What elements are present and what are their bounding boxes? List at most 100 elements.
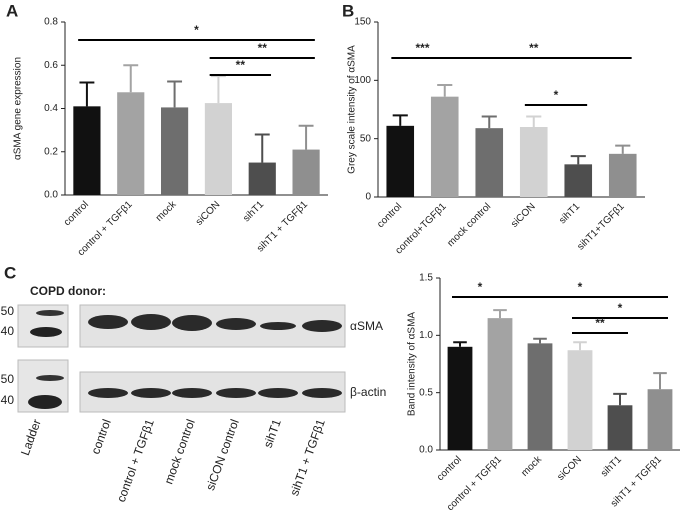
y-tick-label: 1.5 — [419, 273, 433, 284]
bar — [519, 127, 548, 197]
bar — [647, 389, 673, 450]
ladder-band — [36, 375, 64, 381]
significance-label: * — [478, 280, 483, 294]
lane-label: sihT1 — [261, 417, 284, 450]
y-axis-label: Grey scale intensity of αSMA — [347, 45, 358, 174]
x-tick-label: sihT1+TGFβ1 — [575, 201, 627, 253]
blot — [17, 304, 346, 413]
significance-label: * — [618, 301, 623, 315]
error-bar — [123, 64, 139, 93]
panel-label: A — [6, 1, 18, 20]
bar — [608, 153, 637, 197]
x-tick-label: sihT1 — [241, 199, 266, 224]
bar — [607, 405, 633, 450]
bar — [567, 350, 593, 450]
band — [172, 388, 212, 398]
lane-label: Ladder — [18, 417, 44, 457]
error-bar — [493, 309, 507, 319]
bar — [487, 318, 513, 450]
lane-label: siCON control — [203, 417, 242, 492]
lane-label: control — [88, 417, 113, 456]
x-tick-label: mock — [519, 454, 544, 479]
error-bar — [615, 144, 631, 154]
x-tick-label: sihT1 — [599, 454, 624, 479]
error-bar — [298, 124, 314, 150]
error-bar — [392, 114, 408, 126]
marker-label: 40 — [1, 393, 15, 407]
y-tick-label: 0.0 — [44, 190, 58, 201]
band — [88, 388, 128, 398]
bar — [430, 96, 459, 197]
error-bar — [254, 133, 270, 163]
y-axis-label: αSMA gene expression — [13, 57, 24, 160]
bar — [248, 162, 276, 195]
band — [88, 315, 128, 329]
row-label: β-actin — [350, 385, 386, 399]
y-tick-label: 50 — [360, 133, 372, 144]
y-tick-label: 0.5 — [419, 387, 433, 398]
band — [131, 388, 171, 398]
error-bar — [79, 81, 95, 107]
significance-label: ** — [258, 41, 268, 55]
significance-label: ** — [595, 316, 605, 330]
ladder-band — [28, 395, 62, 409]
bar — [386, 125, 415, 197]
error-bar — [653, 372, 667, 390]
x-tick-label: siCON — [194, 199, 223, 228]
bar — [204, 103, 233, 195]
significance-label: * — [578, 280, 583, 294]
significance-label: ** — [236, 58, 246, 72]
error-bar — [210, 75, 226, 104]
error-bar — [573, 341, 587, 351]
bar — [160, 107, 189, 195]
y-tick-label: 100 — [354, 75, 371, 86]
error-bar — [437, 84, 453, 97]
bar — [564, 164, 593, 197]
x-tick-label: sihT1 — [557, 201, 582, 226]
y-tick-label: 0.8 — [44, 17, 58, 28]
error-bar — [481, 115, 497, 129]
x-tick-label: siCON — [509, 201, 538, 230]
y-tick-label: 0.2 — [44, 146, 58, 157]
band — [260, 322, 296, 330]
lane-label: mock control — [161, 417, 197, 486]
bar — [447, 346, 473, 450]
band — [258, 388, 298, 398]
x-tick-label: mock control — [445, 201, 493, 249]
y-tick-label: 0.4 — [44, 103, 58, 114]
error-bar — [167, 80, 183, 108]
significance-label: * — [194, 23, 199, 37]
row-label: αSMA — [350, 319, 383, 333]
band — [216, 318, 256, 330]
band — [131, 314, 171, 330]
x-tick-label: mock — [154, 199, 179, 224]
x-tick-label: control — [62, 199, 91, 228]
panel-label: B — [342, 1, 354, 20]
blot-title: COPD donor: — [30, 284, 106, 298]
error-bar — [570, 155, 586, 165]
marker-label: 50 — [1, 304, 15, 318]
x-tick-label: siCON — [555, 454, 584, 483]
marker-label: 50 — [1, 372, 15, 386]
error-bar — [613, 392, 627, 406]
y-axis-label: Band intensity of αSMA — [407, 312, 418, 416]
band — [216, 388, 256, 398]
bar — [475, 128, 504, 197]
error-bar — [526, 115, 542, 127]
lane-label: sihT1 + TGFβ1 — [287, 417, 328, 498]
bar — [527, 343, 553, 450]
bar — [73, 106, 101, 195]
bar — [117, 92, 145, 195]
significance-label: ** — [529, 41, 539, 55]
band — [302, 320, 342, 332]
band — [302, 388, 342, 398]
panel-label: C — [4, 263, 16, 282]
lane-label: control + TGFβ1 — [114, 417, 157, 504]
y-tick-label: 0.0 — [419, 445, 433, 456]
ladder-band — [30, 327, 62, 337]
bar — [292, 149, 320, 195]
error-bar — [533, 337, 547, 344]
x-tick-label: control — [375, 201, 404, 230]
y-tick-label: 1.0 — [419, 330, 433, 341]
